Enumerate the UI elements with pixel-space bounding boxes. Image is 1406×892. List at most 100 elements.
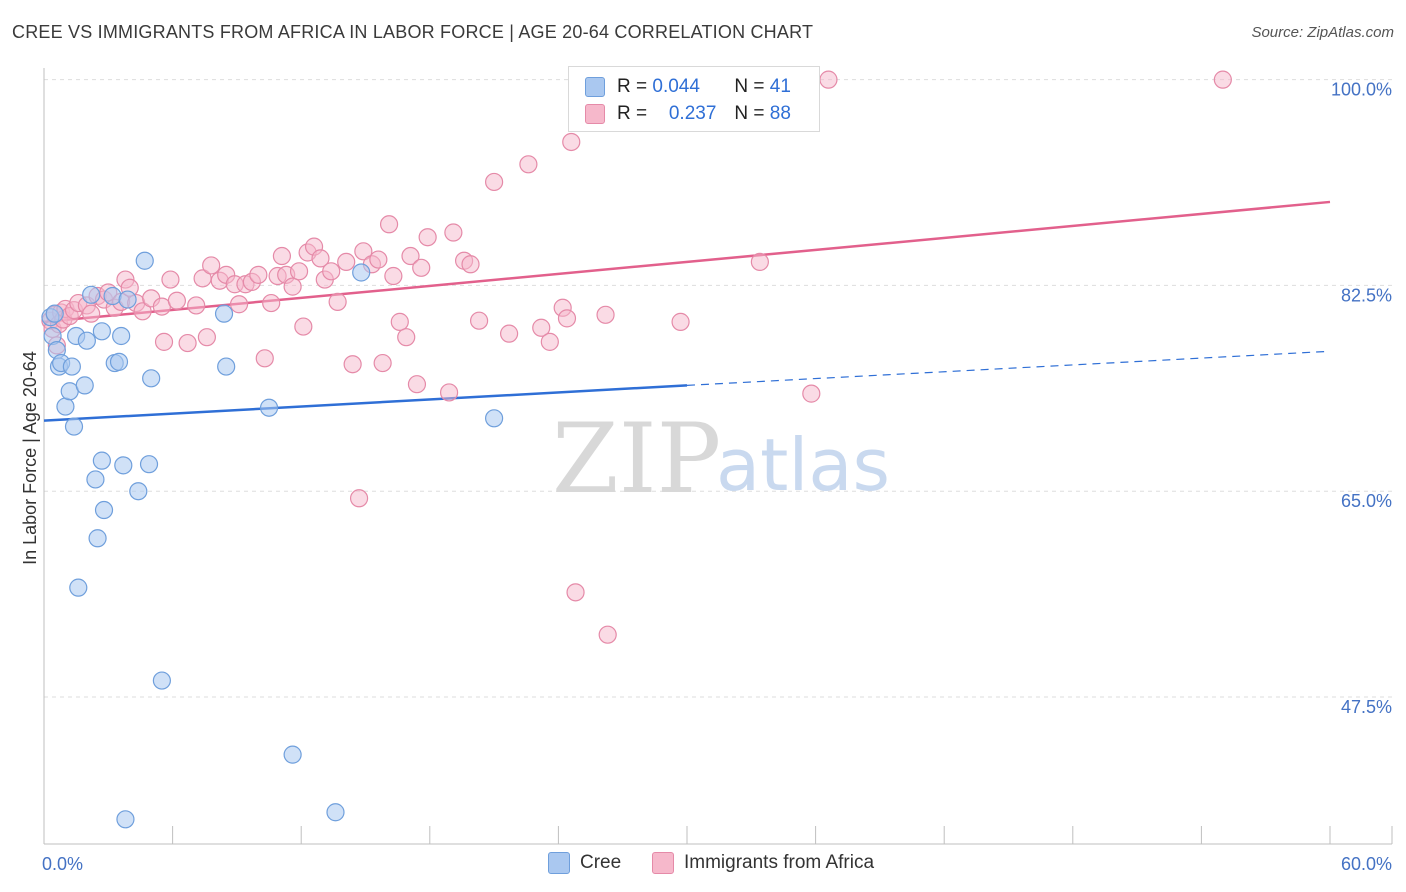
data-point-cree [77, 331, 96, 350]
y-tick-label: 82.5% [1341, 285, 1392, 305]
data-point-africa [540, 332, 559, 351]
gridlines [44, 79, 1392, 698]
data-point-africa [202, 256, 221, 275]
data-point-africa [337, 252, 356, 272]
data-point-cree [485, 409, 504, 428]
legend-r-value: 0.237 [668, 103, 717, 124]
data-point-africa [294, 317, 313, 336]
data-point-africa [249, 265, 268, 284]
legend-label-africa: Immigrants from Africa [684, 852, 875, 873]
data-point-africa [82, 304, 101, 323]
data-point-africa [369, 250, 388, 269]
data-point-cree [103, 286, 122, 306]
data-point-cree [56, 397, 75, 416]
data-point-cree [118, 290, 137, 309]
legend-n-label: N = [734, 103, 765, 124]
legend-n-value: 41 [769, 76, 791, 97]
data-point-africa [596, 305, 615, 324]
data-point-cree [94, 500, 114, 520]
y-tick-label: 65.0% [1341, 491, 1392, 511]
legend-r-label: R = [617, 76, 648, 97]
source-label: Source: ZipAtlas.com [1251, 24, 1394, 41]
data-point-africa [401, 246, 420, 266]
y-tick-label: 47.5% [1341, 697, 1392, 717]
data-point-africa [461, 255, 480, 274]
data-point-cree [135, 251, 154, 270]
data-point-africa [519, 155, 538, 174]
watermark-zip: ZIP [552, 403, 721, 515]
watermark: ZIP atlas [552, 403, 890, 515]
trend-line-cree-extension [686, 350, 1331, 386]
legend-item-cree: Cree [548, 852, 621, 874]
legend-label-cree: Cree [580, 852, 622, 873]
data-point-africa [262, 293, 281, 313]
data-point-africa [283, 277, 302, 296]
data-point-africa [229, 295, 249, 314]
data-point-cree [62, 357, 81, 376]
y-tick-labels: 100.0% 82.5% 65.0% 47.5% [1331, 80, 1392, 717]
data-point-cree [214, 304, 234, 323]
data-point-africa [154, 332, 174, 351]
legend-n-label: N = [734, 76, 765, 97]
data-point-cree [259, 398, 279, 417]
data-point-africa [322, 262, 341, 281]
data-point-cree [45, 304, 64, 323]
data-point-africa [311, 249, 330, 268]
y-tick-label: 100.0% [1331, 80, 1392, 100]
data-point-africa [349, 489, 369, 508]
data-point-cree [64, 417, 84, 436]
data-point-africa [161, 270, 180, 289]
x-tick-label: 0.0% [42, 854, 83, 874]
series-cree [41, 68, 675, 829]
x-tick-labels: 0.0% 60.0% [42, 854, 1392, 874]
data-point-africa [412, 258, 431, 277]
legend-n-value: 88 [769, 103, 791, 124]
data-point-cree [152, 671, 171, 690]
data-point-africa [750, 252, 769, 272]
data-point-africa [178, 333, 197, 353]
data-point-cree [88, 529, 107, 548]
data-point-cree [92, 451, 111, 470]
data-point-africa [133, 302, 152, 321]
trend-line-africa [43, 200, 1331, 324]
data-point-africa [598, 625, 617, 644]
legend-swatch-africa [585, 104, 605, 124]
x-tick-label: 60.0% [1341, 854, 1392, 874]
legend-row-cree: R = 0.044 N = 41 [585, 74, 791, 100]
data-point-africa [671, 312, 690, 331]
correlation-legend: R = 0.044 N = 41 R = 0.237 N = 88 [568, 66, 820, 132]
data-point-cree [139, 455, 159, 474]
watermark-atlas: atlas [716, 423, 890, 507]
data-point-africa [1213, 70, 1232, 89]
data-point-cree [82, 285, 101, 304]
data-point-africa [373, 353, 392, 373]
data-point-cree [217, 357, 236, 376]
data-point-africa [289, 262, 309, 281]
data-point-africa [485, 172, 504, 192]
data-point-africa [197, 328, 216, 347]
data-point-cree [116, 810, 135, 829]
data-point-africa [397, 328, 416, 347]
data-point-cree [142, 369, 161, 388]
data-point-cree [69, 578, 88, 597]
legend-swatch-africa [652, 852, 674, 874]
legend-r-label: R = [617, 103, 648, 124]
data-point-africa [379, 215, 399, 234]
data-point-cree [129, 482, 148, 501]
data-point-cree [112, 326, 131, 346]
series-legend: Cree Immigrants from Africa [0, 852, 1406, 878]
data-point-africa [802, 384, 821, 403]
data-point-africa [819, 70, 838, 89]
legend-swatch-cree [548, 852, 570, 874]
data-point-cree [75, 376, 94, 395]
data-point-africa [255, 349, 274, 368]
trend-lines [43, 200, 1331, 422]
data-point-cree [352, 263, 371, 282]
data-point-cree [326, 803, 345, 822]
trend-line-cree [43, 384, 688, 422]
legend-swatch-cree [585, 77, 605, 97]
data-point-africa [557, 309, 577, 328]
data-point-africa [328, 292, 347, 311]
data-point-africa [532, 318, 551, 337]
